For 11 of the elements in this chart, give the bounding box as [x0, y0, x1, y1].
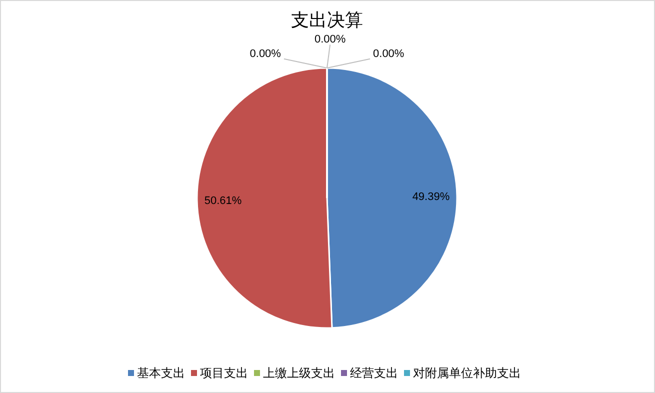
legend-label: 经营支出: [350, 366, 398, 380]
text: 0.00%: [250, 48, 281, 60]
legend-label: 对附属单位补助支出: [413, 366, 521, 380]
legend-label: 项目支出: [200, 366, 248, 380]
legend-label: 基本支出: [137, 366, 185, 380]
data-label: 50.61%: [204, 194, 242, 207]
chart-title: 支出决算: [291, 10, 363, 30]
text: 0.00%: [314, 34, 346, 46]
data-label: 49.39%: [412, 191, 450, 204]
text: 0.00%: [373, 48, 404, 60]
legend-label: 上缴上级支出: [263, 366, 335, 380]
